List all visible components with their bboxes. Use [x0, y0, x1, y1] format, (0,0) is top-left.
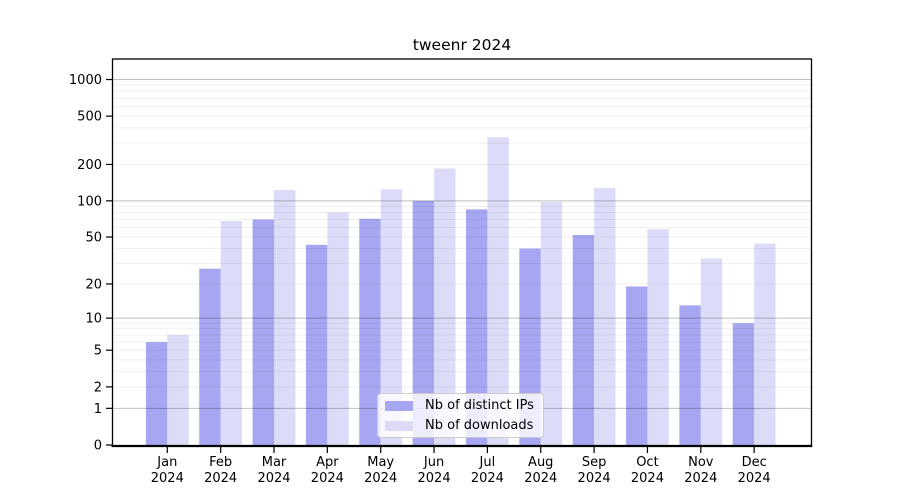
legend-label: Nb of downloads — [425, 417, 534, 433]
bar-oct-downloads — [647, 229, 669, 445]
plot-frame — [111, 58, 813, 448]
legend-swatch-icon — [385, 420, 413, 431]
y-tick-label: 50 — [85, 231, 102, 246]
y-tick-label: 2 — [94, 380, 102, 395]
bar-jan-downloads — [167, 334, 189, 445]
bar-apr-downloads — [327, 212, 349, 445]
x-tick-label-month: Apr — [316, 455, 339, 470]
legend-swatch-icon — [385, 400, 413, 411]
bar-dec-ips — [732, 323, 755, 445]
x-tick-label-year: 2024 — [631, 471, 664, 486]
x-tick-label-month: Feb — [209, 455, 232, 470]
x-tick-label-year: 2024 — [257, 471, 290, 486]
bar-jan-ips — [145, 342, 168, 445]
x-tick-label-year: 2024 — [364, 471, 397, 486]
x-tick-label-month: May — [367, 455, 394, 470]
legend-item-distinct-ips: Nb of distinct IPs — [378, 397, 543, 415]
bar-jul-ips — [466, 209, 488, 445]
y-tick-label: 0 — [94, 439, 102, 454]
legend-item-downloads: Nb of downloads — [378, 417, 543, 435]
y-tick-label: 10 — [85, 312, 102, 327]
y-tick-label: 1000 — [69, 73, 102, 88]
x-tick-label-month: Oct — [636, 455, 658, 470]
y-tick-label: 5 — [94, 344, 102, 359]
x-tick-label-year: 2024 — [471, 471, 504, 486]
x-tick-label-month: Nov — [688, 455, 714, 470]
y-tick-label: 500 — [77, 110, 102, 125]
bar-jun-ips — [412, 200, 435, 445]
bar-sep-downloads — [594, 187, 616, 445]
x-tick-label-month: Sep — [582, 455, 607, 470]
y-tick-label: 20 — [85, 277, 102, 292]
legend: Nb of distinct IPs Nb of downloads — [377, 393, 544, 438]
bar-oct-ips — [626, 286, 648, 445]
x-tick-label-year: 2024 — [738, 471, 771, 486]
y-tick-label: 1 — [94, 402, 102, 417]
bar-nov-ips — [679, 305, 701, 445]
legend-label: Nb of distinct IPs — [425, 397, 534, 413]
x-tick-label-year: 2024 — [151, 471, 184, 486]
x-tick-label-year: 2024 — [578, 471, 611, 486]
x-tick-label-month: Mar — [262, 455, 287, 470]
bar-feb-ips — [199, 268, 221, 445]
x-tick-label-month: Dec — [742, 455, 767, 470]
x-tick-label-year: 2024 — [204, 471, 237, 486]
x-tick-label-month: Jun — [423, 455, 444, 470]
bar-jul-downloads — [487, 137, 509, 445]
x-tick-label-year: 2024 — [684, 471, 717, 486]
bar-may-downloads — [380, 189, 403, 445]
bar-mar-downloads — [274, 190, 296, 445]
x-tick-label-month: Aug — [528, 455, 553, 470]
bar-feb-downloads — [220, 221, 243, 445]
bar-apr-ips — [305, 244, 328, 445]
x-tick-label-year: 2024 — [418, 471, 451, 486]
bar-may-ips — [359, 218, 381, 445]
bar-nov-downloads — [700, 258, 723, 445]
x-tick-label-month: Jan — [156, 455, 177, 470]
x-tick-label-year: 2024 — [524, 471, 557, 486]
bar-jun-downloads — [434, 168, 456, 446]
x-tick-label-year: 2024 — [311, 471, 344, 486]
x-tick-label-month: Jul — [479, 455, 496, 470]
y-tick-label: 200 — [77, 158, 102, 173]
chart-title: tweenr 2024 — [413, 36, 511, 54]
bar-dec-downloads — [754, 243, 776, 445]
gridlines-layer — [112, 79, 812, 409]
x-axis: Jan2024Feb2024Mar2024Apr2024May2024Jun20… — [151, 447, 771, 486]
bar-sep-ips — [572, 234, 595, 445]
bar-aug-downloads — [540, 201, 563, 445]
bars-layer — [145, 137, 776, 446]
bar-mar-ips — [252, 219, 274, 445]
y-tick-label: 100 — [77, 194, 102, 209]
